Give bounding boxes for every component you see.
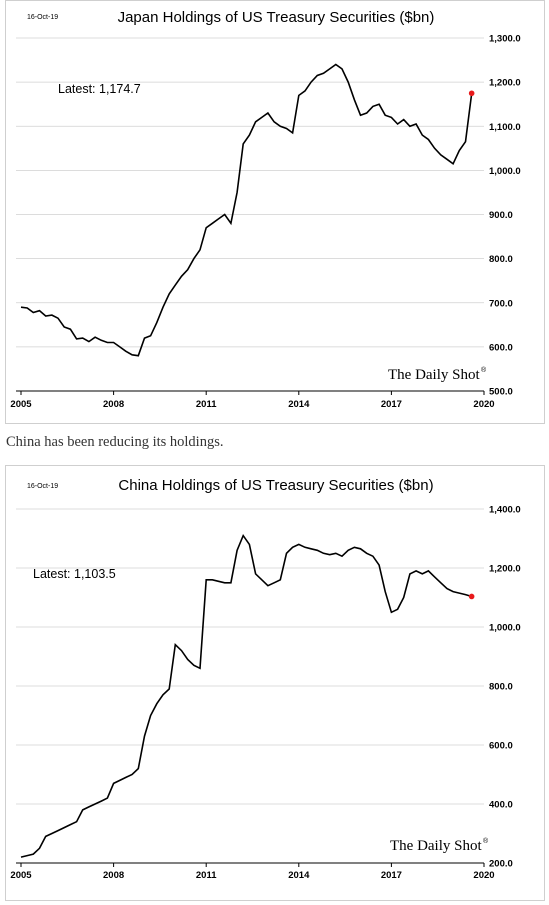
y-tick-label: 900.0 xyxy=(489,210,513,221)
x-tick-label: 2011 xyxy=(196,870,217,881)
latest-marker xyxy=(468,593,475,600)
y-tick-label: 800.0 xyxy=(489,682,513,693)
y-tick-label: 1,000.0 xyxy=(489,623,521,634)
tick-layer: 1,400.0 1,200.0 1,000.0 800.0 600.0 400.0 200.… xyxy=(10,505,520,882)
chart-title: China Holdings of US Treasury Securities… xyxy=(118,477,433,494)
brand-logo: The Daily Shot ® xyxy=(388,366,487,383)
brand-mark: ® xyxy=(481,366,487,374)
x-tick-label: 2017 xyxy=(381,399,402,410)
y-tick-label: 800.0 xyxy=(489,254,513,265)
brand-text: The Daily Shot xyxy=(388,367,480,383)
x-tick-label: 2014 xyxy=(288,870,310,881)
date-stamp: 16-Oct-19 xyxy=(27,483,58,490)
brand-text: The Daily Shot xyxy=(390,838,482,854)
y-tick-label: 700.0 xyxy=(489,298,513,309)
x-tick-label: 2005 xyxy=(10,399,32,410)
x-tick-label: 2014 xyxy=(288,399,310,410)
x-tick-label: 2020 xyxy=(473,870,494,881)
china-chart: 16-Oct-19 China Holdings of US Treasury … xyxy=(10,477,520,882)
grid-layer xyxy=(16,37,484,348)
brand-mark: ® xyxy=(483,837,489,845)
latest-annotation: Latest: 1,174.7 xyxy=(58,82,141,96)
china-chart-panel: 16-Oct-19 China Holdings of US Treasury … xyxy=(5,465,545,901)
y-tick-label: 200.0 xyxy=(489,859,513,870)
latest-marker xyxy=(468,90,475,97)
y-tick-label: 1,200.0 xyxy=(489,564,521,575)
series-line-china xyxy=(20,533,472,858)
x-tick-label: 2011 xyxy=(196,399,217,410)
japan-chart: 16-Oct-19 Japan Holdings of US Treasury … xyxy=(10,9,520,411)
y-tick-label: 1,200.0 xyxy=(489,78,521,89)
x-tick-label: 2017 xyxy=(381,870,402,881)
brand-logo: The Daily Shot ® xyxy=(390,837,489,854)
latest-annotation: Latest: 1,103.5 xyxy=(33,567,116,581)
y-tick-label: 500.0 xyxy=(489,387,513,398)
y-tick-label: 600.0 xyxy=(489,741,513,752)
y-tick-label: 600.0 xyxy=(489,342,513,353)
y-tick-label: 400.0 xyxy=(489,800,513,811)
y-tick-label: 1,400.0 xyxy=(489,505,521,516)
tick-layer: 1,300.0 1,200.0 1,100.0 1,000.0 900.0 800.0 70… xyxy=(10,34,520,411)
chart-title: Japan Holdings of US Treasury Securities… xyxy=(118,9,435,26)
japan-chart-panel: 16-Oct-19 Japan Holdings of US Treasury … xyxy=(5,0,545,424)
x-tick-label: 2020 xyxy=(473,399,494,410)
date-stamp: 16-Oct-19 xyxy=(27,14,58,21)
y-tick-label: 1,300.0 xyxy=(489,34,521,45)
caption-text: China has been reducing its holdings. xyxy=(6,434,224,450)
x-tick-label: 2008 xyxy=(103,870,124,881)
grid-layer xyxy=(16,508,484,805)
y-tick-label: 1,100.0 xyxy=(489,122,521,133)
x-tick-label: 2005 xyxy=(10,870,32,881)
x-tick-label: 2008 xyxy=(103,399,124,410)
y-tick-label: 1,000.0 xyxy=(489,166,521,177)
series-line-japan xyxy=(20,63,473,357)
